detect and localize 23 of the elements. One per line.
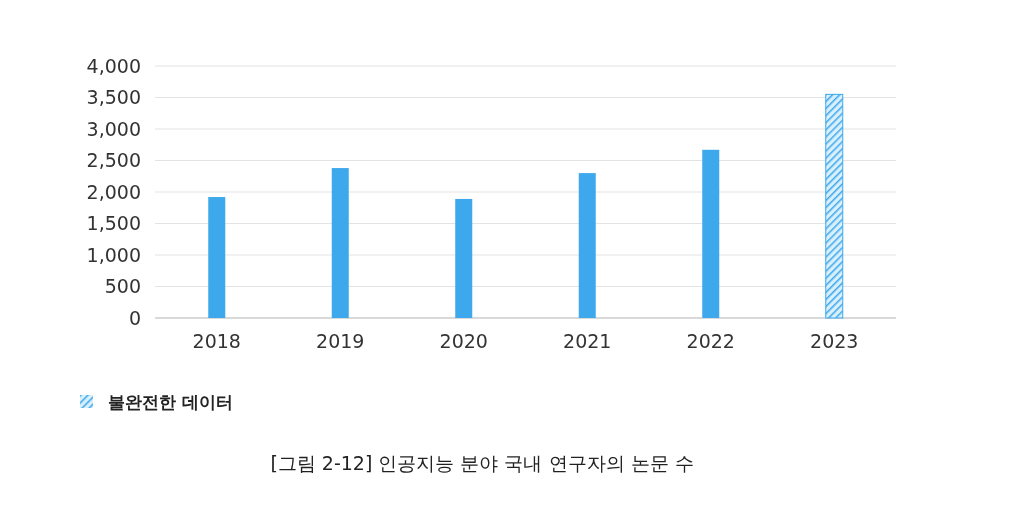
x-tick-label: 2021 [563, 330, 612, 352]
bar [702, 149, 720, 318]
y-tick-label: 3,000 [86, 117, 141, 140]
bar [578, 173, 596, 318]
y-tick-label: 4,000 [86, 54, 141, 77]
x-tick-label: 2020 [439, 330, 488, 352]
bar [208, 197, 226, 318]
text: [그림 2-12] 인공지능 분야 국내 연구자의 논문 수 [270, 452, 694, 474]
bar [331, 168, 349, 318]
y-tick-label: 500 [104, 275, 141, 298]
y-tick-label: 1,000 [86, 243, 141, 266]
y-tick-label: 2,000 [86, 180, 141, 203]
legend-label: 불완전한 데이터 [108, 391, 233, 412]
y-tick-label: 1,500 [86, 212, 141, 235]
y-tick-label: 0 [128, 306, 141, 329]
x-tick-label: 2019 [316, 330, 365, 352]
y-tick-label: 3,500 [86, 86, 141, 109]
y-tick-label: 2,500 [86, 149, 141, 172]
bar [825, 93, 844, 319]
x-tick-label: 2018 [192, 330, 241, 352]
x-tick-label: 2023 [810, 330, 859, 352]
x-tick-label: 2022 [686, 330, 735, 352]
bar [455, 198, 473, 318]
